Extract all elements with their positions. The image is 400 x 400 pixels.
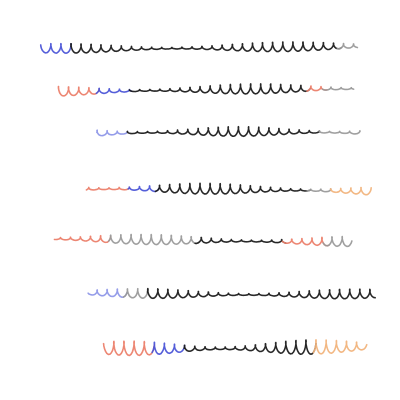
stroke-2-segment-2-blue: [96, 87, 133, 95]
stroke-4-segment-1-salmon: [86, 186, 131, 191]
stroke-3-segment-3-gray: [318, 130, 361, 135]
stroke-3-segment-1-light_blue: [96, 129, 129, 137]
stroke-7-segment-3-black: [183, 339, 317, 355]
stroke-4-segment-2-blue: [127, 185, 160, 193]
stroke-7-segment-3-black: [183, 339, 317, 356]
stroke-2-segment-1-salmon: [57, 85, 100, 97]
stroke-7-segment-2-blue: [151, 341, 186, 355]
stroke-4-segment-3-black: [154, 182, 312, 195]
stroke-6-segment-2-gray: [122, 287, 149, 299]
stroke-7-segment-4-peach: [313, 339, 368, 354]
stroke-3-segment-1-light_blue: [96, 129, 129, 137]
stroke-5-segment-5-gray: [322, 235, 353, 247]
stroke-2-segment-4-salmon: [306, 85, 328, 92]
stroke-5-segment-2-gray: [107, 233, 200, 246]
stroke-4-segment-4-gray: [307, 188, 332, 193]
stroke-6-segment-3-black: [146, 288, 376, 300]
stroke-7-segment-1-salmon: [102, 340, 155, 357]
stroke-2-segment-4-salmon: [306, 85, 328, 92]
stroke-5-segment-1-salmon: [53, 235, 112, 244]
stroke-5-segment-1-salmon: [53, 234, 112, 244]
scribble-strokes: [39, 41, 376, 357]
stroke-1-segment-1-blue: [40, 42, 72, 54]
stroke-5-segment-2-gray: [107, 233, 201, 246]
stroke-2-segment-3-black: [129, 83, 311, 95]
stroke-4-segment-2-blue: [127, 185, 160, 193]
stroke-7-segment-1-salmon: [103, 340, 155, 356]
stroke-5-segment-3-black: [194, 236, 287, 244]
stroke-5-segment-4-salmon: [282, 236, 330, 247]
stroke-2-segment-5-gray: [322, 86, 355, 91]
scribble-stroke-1: [39, 41, 359, 54]
stroke-2-segment-1-salmon: [57, 85, 101, 97]
stroke-4-segment-5-peach: [329, 187, 372, 196]
stroke-3-segment-2-black: [126, 125, 321, 138]
stroke-4-segment-1-salmon: [85, 186, 131, 191]
stroke-3-segment-3-gray: [318, 129, 361, 135]
stroke-4-segment-5-peach: [329, 186, 372, 196]
stroke-6-segment-1-light_blue: [87, 288, 128, 298]
stroke-5-segment-2-gray: [108, 233, 201, 246]
stroke-7-segment-4-peach: [312, 339, 368, 355]
scribble-stroke-3: [96, 125, 361, 138]
stroke-3-segment-1-light_blue: [96, 129, 129, 137]
stroke-5-segment-4-salmon: [281, 236, 330, 247]
stroke-2-segment-5-gray: [322, 86, 355, 91]
stroke-1-segment-3-gray: [336, 42, 359, 50]
stroke-1-segment-1-blue: [40, 42, 72, 54]
stroke-4-segment-4-gray: [306, 188, 332, 193]
stroke-1-segment-1-blue: [39, 42, 72, 54]
stroke-4-segment-5-peach: [329, 187, 372, 196]
stroke-1-segment-2-black: [70, 41, 342, 54]
stroke-7-segment-3-black: [183, 339, 317, 355]
stroke-3-segment-2-black: [126, 126, 321, 137]
stroke-2-segment-2-blue: [95, 87, 133, 95]
stroke-6-segment-2-gray: [122, 287, 149, 299]
stroke-1-segment-2-black: [70, 41, 342, 54]
stroke-7-segment-1-salmon: [102, 340, 156, 357]
stroke-2-segment-5-gray: [321, 86, 355, 91]
stroke-2-segment-3-black: [128, 83, 311, 95]
stroke-1-segment-2-black: [70, 41, 343, 54]
stroke-5-segment-5-gray: [322, 235, 353, 248]
stroke-6-segment-3-black: [146, 287, 376, 300]
stroke-6-segment-2-gray: [122, 287, 149, 299]
stroke-6-segment-1-light_blue: [87, 288, 128, 298]
stroke-3-segment-3-gray: [318, 130, 361, 135]
stroke-4-segment-3-black: [155, 182, 311, 195]
stroke-7-segment-2-blue: [151, 341, 186, 355]
stroke-5-segment-3-black: [194, 236, 287, 244]
stroke-7-segment-4-peach: [313, 339, 368, 355]
stroke-4-segment-3-black: [154, 182, 312, 195]
scribble-stroke-4: [85, 182, 372, 196]
stroke-2-segment-4-salmon: [306, 85, 328, 92]
stroke-1-segment-3-gray: [337, 43, 358, 50]
stroke-3-segment-2-black: [126, 125, 321, 138]
stroke-7-segment-2-blue: [151, 341, 186, 355]
stroke-6-segment-1-light_blue: [87, 288, 128, 299]
scribble-stroke-5: [53, 233, 353, 248]
stroke-1-segment-3-gray: [336, 42, 358, 50]
stroke-2-segment-3-black: [128, 83, 312, 95]
stroke-4-segment-1-salmon: [86, 186, 131, 191]
stroke-5-segment-4-salmon: [281, 236, 330, 247]
stroke-2-segment-1-salmon: [57, 85, 100, 97]
stroke-4-segment-4-gray: [306, 188, 332, 193]
stroke-4-segment-2-blue: [127, 185, 160, 192]
scribble-stroke-6: [87, 287, 376, 300]
stroke-2-segment-2-blue: [96, 87, 132, 94]
stroke-5-segment-5-gray: [322, 235, 353, 248]
scribble-stroke-2: [57, 83, 355, 97]
stroke-5-segment-1-salmon: [53, 235, 112, 243]
scribble-stroke-7: [102, 339, 368, 357]
stroke-6-segment-3-black: [146, 287, 376, 300]
stroke-5-segment-3-black: [194, 236, 287, 245]
